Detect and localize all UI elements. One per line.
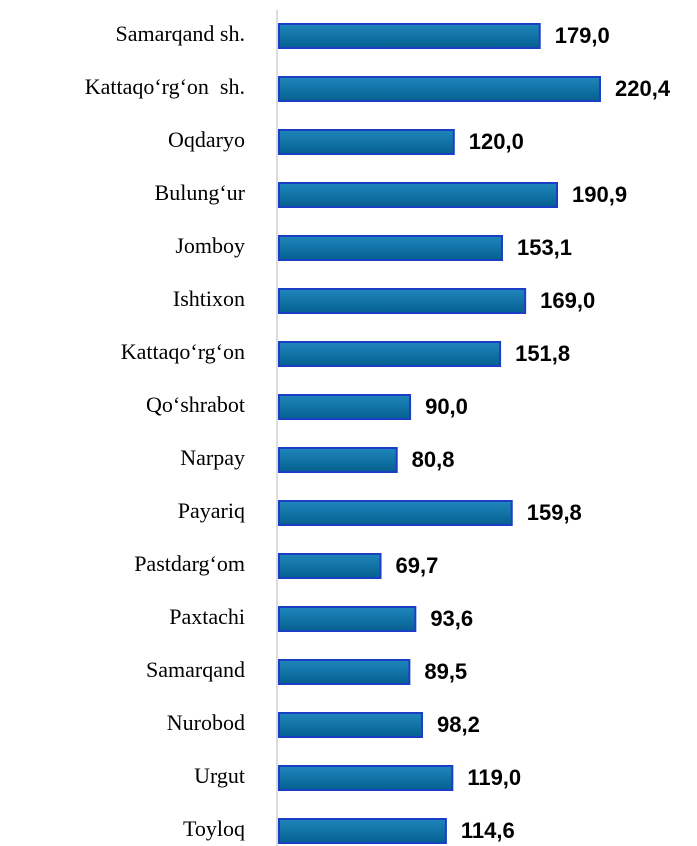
value-label: 119,0 xyxy=(467,765,521,790)
value-label: 93,6 xyxy=(430,606,473,631)
category-label: Jomboy xyxy=(175,233,245,258)
bar xyxy=(278,23,541,49)
bar xyxy=(278,235,503,261)
bar xyxy=(278,500,513,526)
bar xyxy=(278,818,447,844)
bar xyxy=(278,606,417,632)
category-label: Kattaqo‘rg‘on sh. xyxy=(85,74,245,99)
bar xyxy=(278,553,382,579)
category-label: Paxtachi xyxy=(169,604,245,629)
value-label: 220,4 xyxy=(615,76,671,101)
bar xyxy=(278,341,502,367)
category-label: Toyloq xyxy=(183,816,245,841)
bar xyxy=(278,447,398,473)
category-label: Ishtixon xyxy=(173,286,245,311)
bar xyxy=(278,659,411,685)
category-label: Pastdarg‘om xyxy=(134,551,245,576)
category-label: Bulung‘ur xyxy=(155,180,246,205)
bar xyxy=(278,129,455,155)
category-label: Payariq xyxy=(178,498,245,523)
value-label: 89,5 xyxy=(424,659,467,684)
category-label: Kattaqo‘rg‘on xyxy=(121,339,245,364)
category-label: Samarqand sh. xyxy=(115,21,245,46)
category-label: Qo‘shrabot xyxy=(146,392,245,417)
bar xyxy=(278,76,601,102)
bar xyxy=(278,394,412,420)
value-label: 69,7 xyxy=(396,553,439,578)
bar xyxy=(278,765,454,791)
value-label: 90,0 xyxy=(425,394,468,419)
category-label: Oqdaryo xyxy=(168,127,245,152)
value-label: 114,6 xyxy=(461,818,515,843)
bar xyxy=(278,182,559,208)
value-label: 120,0 xyxy=(469,129,524,154)
bar xyxy=(278,712,424,738)
value-label: 98,2 xyxy=(437,712,480,737)
value-label: 169,0 xyxy=(540,288,595,313)
category-label: Nurobod xyxy=(167,710,245,735)
bar xyxy=(278,288,527,314)
value-label: 159,8 xyxy=(527,500,582,525)
value-label: 153,1 xyxy=(517,235,572,260)
value-label: 190,9 xyxy=(572,182,627,207)
category-label: Samarqand xyxy=(146,657,245,682)
category-label: Urgut xyxy=(194,763,245,788)
value-label: 179,0 xyxy=(555,23,610,48)
value-label: 80,8 xyxy=(412,447,455,472)
category-label: Narpay xyxy=(180,445,245,470)
value-label: 151,8 xyxy=(515,341,570,366)
